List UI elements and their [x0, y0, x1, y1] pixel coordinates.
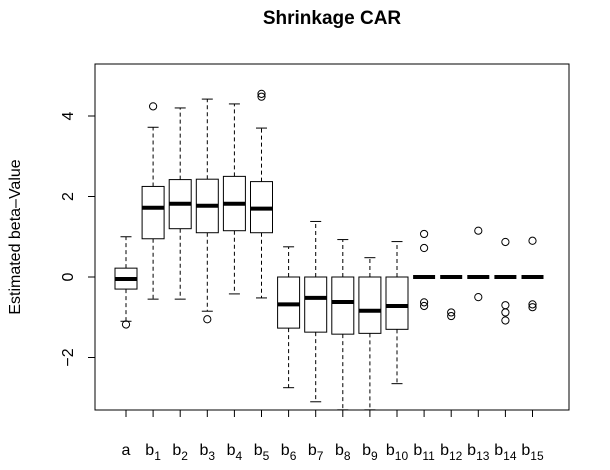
y-tick-label: 0 [60, 272, 77, 281]
x-tick-label: b14 [494, 442, 517, 463]
y-tick-label: 2 [60, 192, 77, 201]
boxes-layer [114, 89, 544, 411]
outlier-point [420, 301, 429, 311]
box-0 [114, 236, 138, 329]
box-3 [195, 98, 219, 324]
outlier-point [528, 303, 537, 312]
outlier-point [257, 92, 266, 101]
x-tick-label: b11 [413, 442, 435, 463]
box-iqr [331, 276, 355, 335]
box-15 [521, 236, 544, 312]
x-tick-label: b3 [200, 442, 216, 463]
x-tick-label: b12 [440, 442, 463, 463]
box-iqr [385, 276, 409, 330]
box-2 [168, 107, 192, 300]
outlier-point [474, 226, 483, 235]
y-tick-label: 4 [60, 111, 77, 120]
outlier-point [447, 311, 456, 321]
x-tick-label: b9 [362, 442, 378, 463]
box-5 [250, 89, 273, 299]
box-4 [222, 103, 246, 295]
outlier-point [447, 308, 456, 317]
box-1 [141, 102, 165, 300]
outlier-point [257, 89, 266, 98]
x-tick-label: a [122, 442, 131, 459]
box-11 [413, 229, 436, 311]
box-10 [385, 241, 409, 385]
x-tick-label: b1 [145, 442, 161, 463]
box-6 [277, 246, 301, 389]
chart-title: Shrinkage CAR [263, 8, 402, 29]
outlier-point [528, 236, 537, 245]
box-iqr [304, 276, 328, 333]
x-tick-label: b15 [521, 442, 544, 463]
box-9 [358, 257, 382, 411]
outlier-point [420, 229, 429, 239]
x-tick-label: b4 [227, 442, 243, 463]
outlier-point [501, 308, 510, 317]
box-iqr [141, 185, 165, 240]
x-tick-label: b10 [386, 442, 409, 463]
x-tick-label: b8 [335, 442, 351, 463]
x-tick-label: b5 [254, 442, 270, 463]
x-tick-label: b7 [308, 442, 324, 463]
outlier-point [528, 300, 537, 309]
box-7 [304, 220, 328, 403]
y-axis-label: Estimated beta–Value [7, 159, 24, 314]
box-13 [467, 226, 490, 302]
y-tick-label: −2 [60, 348, 77, 366]
outlier-point [420, 298, 429, 307]
y-axis: −2 0 2 4 [60, 111, 96, 367]
outlier-point [121, 320, 131, 329]
outlier-point [474, 293, 483, 302]
outlier-point [203, 315, 212, 324]
box-14 [494, 237, 517, 325]
box-12 [440, 275, 463, 321]
x-tick-label: b2 [172, 442, 188, 463]
box-iqr [358, 276, 382, 334]
x-axis: a b1 b2 b3 b4 b5 b6 b7 b8 b9 b10 b11 b12 b13 b14 b15 [122, 409, 544, 463]
outlier-point [149, 102, 158, 111]
x-tick-label: b6 [281, 442, 297, 463]
outlier-point [420, 243, 429, 253]
outlier-point [501, 237, 510, 247]
x-tick-label: b13 [467, 442, 490, 463]
box-8 [331, 239, 355, 411]
outlier-point [501, 316, 510, 325]
